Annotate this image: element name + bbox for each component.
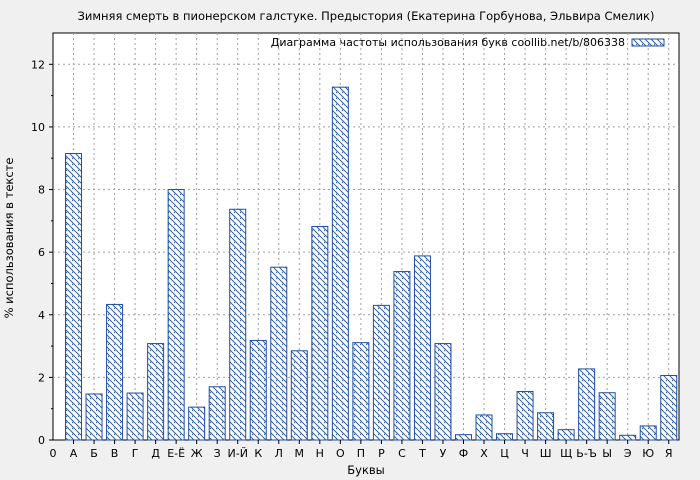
x-tick-label: З xyxy=(214,447,221,460)
x-axis-label: Буквы xyxy=(347,463,385,477)
x-tick-label: Н xyxy=(316,447,324,460)
bar-27 xyxy=(598,392,616,441)
x-tick-label: М xyxy=(295,447,305,460)
x-tick-label: Т xyxy=(418,447,426,460)
x-axis: 0 А Б В Г Д Е-Ё Ж З И-Й К Л М Н О П Р С Т У Ф Х Ц Ч Ш Щ Ь-Ъ Ы Э Ю Я xyxy=(50,440,673,460)
x-tick-label: Д xyxy=(151,447,160,460)
bar-28 xyxy=(619,434,637,441)
x-tick-label: Х xyxy=(480,447,488,460)
y-axis: 0 2 4 6 8 10 12 xyxy=(31,58,53,447)
bar-11 xyxy=(270,266,288,441)
x-tick-label: Ф xyxy=(459,447,468,460)
x-tick-label: Р xyxy=(378,447,385,460)
x-tick-label: Ц xyxy=(500,447,509,460)
bar-18 xyxy=(413,255,431,441)
bar-5 xyxy=(147,343,165,441)
x-tick-label: Я xyxy=(665,447,673,460)
bar-7 xyxy=(188,406,206,441)
legend-label: Диаграмма частоты использования букв coo… xyxy=(271,36,625,49)
x-tick-label: Г xyxy=(132,447,139,460)
legend-swatch xyxy=(631,38,665,47)
x-tick-label: Ы xyxy=(602,447,612,460)
x-tick-label: П xyxy=(357,447,365,460)
bar-17 xyxy=(393,271,411,441)
bar-12 xyxy=(290,350,308,441)
y-tick-label: 10 xyxy=(31,121,45,134)
chart-title: Зимняя смерть в пионерском галстуке. Пре… xyxy=(78,9,655,23)
bar-19 xyxy=(434,343,452,441)
bar-20 xyxy=(454,434,472,441)
bar-29 xyxy=(639,425,657,441)
x-tick-label: К xyxy=(254,447,262,460)
bar-4 xyxy=(126,392,144,441)
bar-3 xyxy=(106,303,124,441)
x-tick-label: Щ xyxy=(560,447,572,460)
x-tick-label: Ш xyxy=(540,447,552,460)
x-tick-label: Е-Ё xyxy=(167,447,185,460)
bar-26 xyxy=(578,368,596,441)
x-tick-label: Э xyxy=(624,447,632,460)
x-tick-label: Ю xyxy=(642,447,654,460)
y-tick-label: 4 xyxy=(38,309,45,322)
bar-6 xyxy=(167,189,185,441)
y-tick-label: 0 xyxy=(38,434,45,447)
bar-10 xyxy=(249,339,267,441)
x-tick-label: Ь-Ъ xyxy=(576,447,597,460)
x-tick-label: Ж xyxy=(191,447,203,460)
x-tick-label: В xyxy=(111,447,119,460)
bar-22 xyxy=(496,433,514,441)
grid-lines xyxy=(53,33,679,440)
bar-15 xyxy=(352,342,370,441)
y-tick-label: 8 xyxy=(38,184,45,197)
bar-2 xyxy=(85,393,103,441)
bar-25 xyxy=(557,429,575,441)
legend: Диаграмма частоты использования букв coo… xyxy=(271,36,665,49)
bar-1 xyxy=(65,153,83,441)
bars xyxy=(65,86,678,441)
bar-13 xyxy=(311,225,329,441)
bar-23 xyxy=(516,390,534,441)
bar-21 xyxy=(475,414,493,441)
bar-24 xyxy=(537,412,555,441)
bar-8 xyxy=(208,386,226,441)
y-tick-label: 2 xyxy=(38,371,45,384)
x-tick-label: И-Й xyxy=(228,447,248,460)
y-axis-label: % использования в тексте xyxy=(2,158,16,319)
x-tick-label: Л xyxy=(275,447,283,460)
y-tick-label: 6 xyxy=(38,246,45,259)
x-tick-label: А xyxy=(70,447,78,460)
bar-14 xyxy=(331,86,349,441)
x-tick-label: 0 xyxy=(50,447,57,460)
x-tick-label: С xyxy=(398,447,406,460)
bar-30 xyxy=(660,375,678,441)
x-tick-label: Б xyxy=(90,447,98,460)
y-tick-label: 12 xyxy=(31,58,45,71)
bar-9 xyxy=(229,208,247,441)
x-tick-label: Ч xyxy=(521,447,529,460)
bar-16 xyxy=(372,304,390,441)
x-tick-label: О xyxy=(336,447,345,460)
x-tick-label: У xyxy=(440,447,447,460)
